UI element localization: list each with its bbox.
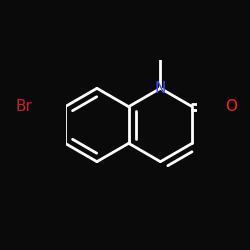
Text: O: O bbox=[225, 99, 237, 114]
Text: Br: Br bbox=[15, 99, 32, 114]
Text: N: N bbox=[155, 81, 166, 96]
